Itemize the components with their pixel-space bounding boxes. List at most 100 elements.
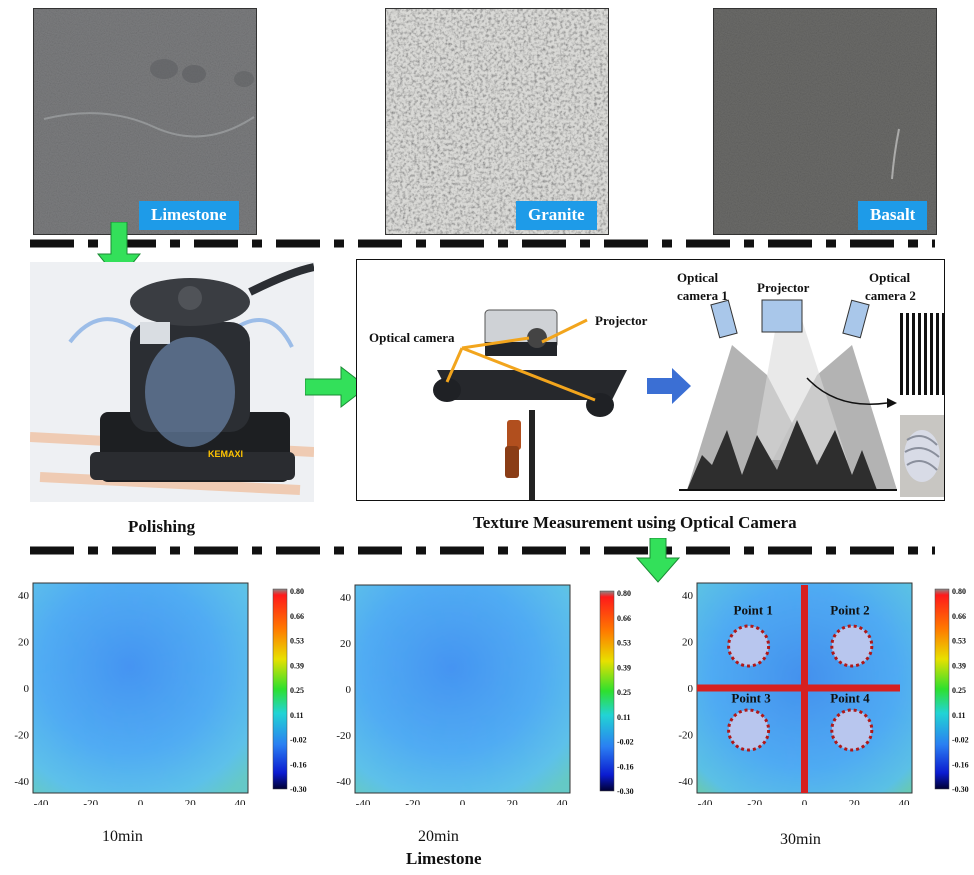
granite-label: Granite: [516, 201, 597, 230]
colorbar-tick-label: 0.11: [952, 711, 966, 720]
y-tick-label: -20: [14, 730, 29, 742]
sample-point-label: Point 1: [734, 603, 773, 618]
schematic-camera2-line2: camera 2: [865, 288, 916, 303]
x-tick-label: -40: [356, 798, 371, 805]
colorbar-tick-label: 0.25: [290, 686, 304, 695]
y-tick-label: 20: [340, 638, 352, 650]
colorbar-tick-label: 0.53: [952, 637, 966, 646]
x-tick-label: 0: [460, 798, 466, 805]
colorbar-tick-label: -0.02: [290, 736, 307, 745]
colorbar-tick-label: -0.30: [290, 785, 307, 794]
colorbar-tick-label: 0.53: [617, 639, 631, 648]
y-tick-label: 0: [688, 683, 694, 695]
x-tick-label: 0: [138, 798, 144, 805]
schematic-camera2-line1: Optical: [869, 270, 911, 285]
right-arrow-icon: [305, 365, 368, 409]
colorbar-tick-label: 0.25: [952, 686, 966, 695]
brand-label: KEMAXI: [208, 449, 244, 459]
basalt-sample-image: [713, 8, 937, 235]
heatmap-panel: -40 -20 0 20 40 40 20 0 -20 -40 0.80 0.66 0.53 0.39 0.…: [14, 582, 307, 805]
colorbar-tick-label: 0.80: [290, 587, 304, 596]
x-tick-label: 40: [235, 798, 247, 805]
measurement-setup-panel: Optical camera Projector Optical camera …: [356, 259, 945, 501]
sample-point-circle: [727, 708, 771, 752]
colorbar: [934, 588, 950, 790]
sample-point-label: Point 3: [731, 691, 771, 706]
colorbar-tick-label: -0.02: [617, 738, 634, 747]
photo-camera-label: Optical camera: [369, 330, 455, 345]
sample-point-circle: [830, 624, 874, 668]
polishing-caption: Polishing: [128, 517, 196, 536]
colorbar-tick-label: 0.80: [617, 589, 631, 598]
x-tick-label: -40: [34, 798, 49, 805]
colorbar-tick-label: 0.11: [290, 711, 304, 720]
sample-point-label: Point 2: [830, 603, 869, 618]
separator-line: [30, 239, 935, 248]
x-tick-label: -20: [83, 798, 98, 805]
x-tick-label: -40: [698, 798, 713, 805]
separator-line: [30, 546, 935, 555]
y-tick-label: -20: [336, 730, 351, 742]
x-tick-label: 0: [802, 798, 808, 805]
fringe-pattern-image: [900, 313, 944, 395]
schematic-camera1-line1: Optical: [677, 270, 719, 285]
y-tick-label: -40: [678, 776, 693, 788]
colorbar-tick-label: -0.16: [290, 760, 307, 769]
colorbar-tick-label: 0.66: [290, 612, 304, 621]
y-tick-label: -20: [678, 730, 693, 742]
colorbar-tick-label: 0.66: [952, 612, 966, 621]
x-tick-label: -20: [405, 798, 420, 805]
colorbar-tick-label: 0.39: [290, 661, 304, 670]
sample-point-label: Point 4: [830, 691, 870, 706]
colorbar-tick-label: 0.39: [617, 663, 631, 672]
colorbar-tick-label: 0.25: [617, 688, 631, 697]
down-arrow-icon: [636, 538, 680, 583]
limestone-sample-image: [33, 8, 257, 235]
colorbar-tick-label: 0.39: [952, 661, 966, 670]
heatmap-panel: -40 -20 0 20 40 40 20 0 -20 -40 0.80 0.66 0.53 0.39 0.…: [678, 582, 969, 805]
colorbar-tick-label: -0.02: [952, 736, 969, 745]
y-tick-label: -40: [336, 776, 351, 788]
polishing-machine-image: KEMAXI: [29, 262, 315, 502]
colorbar-tick-label: -0.16: [617, 762, 634, 771]
colorbar-tick-label: -0.16: [952, 760, 969, 769]
heatmap-row: -40 -20 0 20 40 40 20 0 -20 -40 0.80 0.66 0.53 0.39 0.…: [14, 582, 969, 805]
schematic-projector-label: Projector: [757, 280, 810, 295]
colorbar: [272, 588, 288, 790]
photo-projector-label: Projector: [595, 313, 648, 328]
colorbar-tick-label: -0.30: [617, 787, 634, 796]
x-tick-label: 20: [507, 798, 519, 805]
x-tick-label: 20: [185, 798, 197, 805]
heatmap-caption-10min: 10min: [102, 828, 143, 845]
limestone-group-caption: Limestone: [406, 849, 482, 868]
basalt-label: Basalt: [858, 201, 928, 230]
y-tick-label: 0: [346, 684, 352, 696]
colorbar-tick-label: -0.30: [952, 785, 969, 794]
x-tick-label: 40: [899, 798, 911, 805]
colorbar: [599, 590, 615, 792]
limestone-label: Limestone: [139, 201, 239, 230]
heatmap-caption-30min: 30min: [780, 831, 821, 848]
colorbar-tick-label: 0.11: [617, 713, 631, 722]
heatmap-panel: -40 -20 0 20 40 40 20 0 -20 -40 0.80 0.66 0.53 0.39 0.…: [336, 584, 634, 805]
sample-point-circle: [727, 624, 771, 668]
colorbar-tick-label: 0.66: [617, 614, 631, 623]
y-tick-label: 40: [340, 592, 352, 604]
heatmap-caption-20min: 20min: [418, 828, 459, 845]
x-tick-label: 20: [849, 798, 861, 805]
colorbar-tick-label: 0.53: [290, 637, 304, 646]
sample-point-circle: [830, 708, 874, 752]
schematic-camera1-line2: camera 1: [677, 288, 728, 303]
y-tick-label: 40: [682, 590, 694, 602]
granite-sample-image: [385, 8, 609, 235]
x-tick-label: 40: [557, 798, 569, 805]
y-tick-label: 0: [24, 683, 30, 695]
y-tick-label: 40: [18, 590, 30, 602]
y-tick-label: 20: [682, 637, 694, 649]
x-tick-label: -20: [747, 798, 762, 805]
measurement-caption: Texture Measurement using Optical Camera: [473, 513, 797, 532]
colorbar-tick-label: 0.80: [952, 587, 966, 596]
y-tick-label: -40: [14, 776, 29, 788]
projected-sample-image: [900, 415, 944, 497]
y-tick-label: 20: [18, 637, 30, 649]
